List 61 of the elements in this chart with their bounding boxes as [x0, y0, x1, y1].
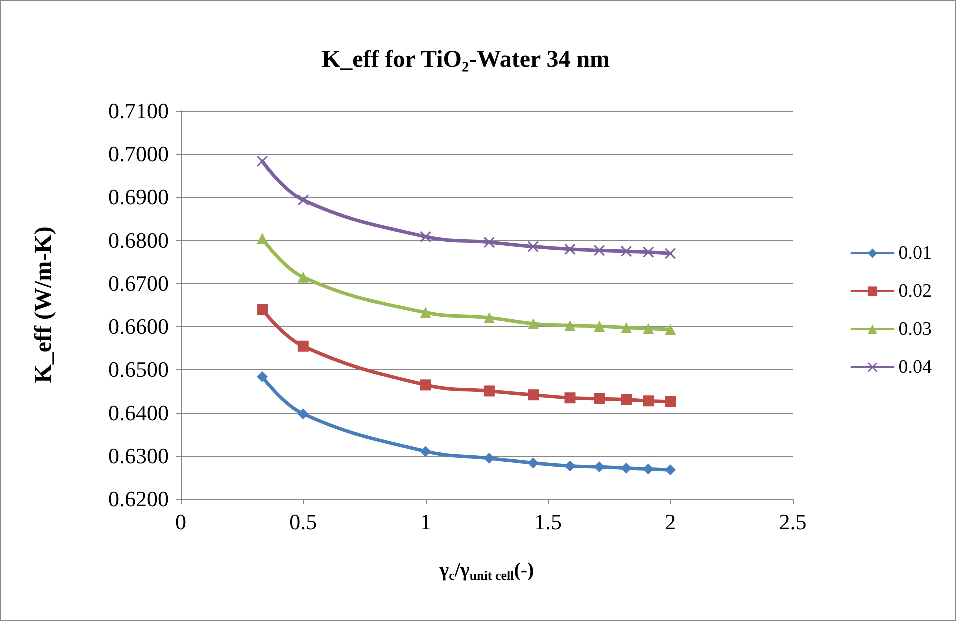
- point: [643, 246, 654, 258]
- legend-label: 0.03: [898, 319, 932, 340]
- point: [564, 320, 576, 332]
- point: [528, 241, 540, 252]
- y-tick-label: 0.7100: [108, 98, 169, 124]
- y-tick-label: 0.6200: [108, 486, 169, 512]
- y-axis-title: K_eff (W/m-K): [31, 226, 57, 384]
- point: [528, 390, 540, 401]
- point: [257, 304, 268, 316]
- point: [484, 236, 495, 248]
- point: [665, 324, 676, 336]
- point: [484, 312, 495, 324]
- y-tick-label: 0.6900: [108, 184, 169, 210]
- y-tick-label: 0.6400: [108, 400, 169, 426]
- point: [621, 462, 632, 474]
- x-tick-label: 2.5: [779, 510, 807, 534]
- point: [420, 231, 432, 242]
- point: [298, 194, 309, 206]
- point: [564, 244, 576, 255]
- point: [298, 272, 309, 283]
- point: [665, 464, 676, 476]
- y-tick-label: 0.7000: [108, 142, 169, 167]
- point: [594, 245, 606, 256]
- point: [564, 460, 576, 472]
- point: [665, 248, 676, 260]
- point: [643, 464, 654, 475]
- point: [564, 392, 576, 404]
- y-tick-label: 0.6500: [108, 357, 169, 382]
- point: [298, 340, 309, 352]
- x-tick-label: 0: [176, 510, 186, 534]
- point: [257, 156, 268, 167]
- x-tick-label: 1.5: [534, 510, 562, 534]
- point: [594, 393, 606, 404]
- point: [420, 307, 432, 318]
- point: [484, 386, 495, 397]
- point: [298, 408, 309, 420]
- x-tick-label: 2: [665, 510, 676, 534]
- point: [643, 396, 654, 407]
- point: [420, 380, 432, 391]
- point: [257, 371, 268, 382]
- point: [257, 233, 268, 244]
- x-tick-label: 0.5: [290, 510, 318, 534]
- point: [621, 246, 632, 258]
- point: [420, 446, 432, 458]
- point: [665, 396, 676, 408]
- point: [484, 452, 495, 464]
- y-tick-label: 0.6700: [108, 270, 169, 296]
- legend-label: 0.01: [898, 243, 932, 264]
- point: [528, 318, 540, 330]
- point: [621, 322, 632, 334]
- y-tick-label: 0.6600: [108, 314, 169, 340]
- point: [528, 458, 540, 469]
- y-tick-label: 0.6300: [108, 443, 169, 468]
- point: [643, 323, 654, 334]
- x-tick-label: 1: [420, 510, 432, 534]
- y-tick-label: 0.6800: [108, 228, 169, 253]
- point: [594, 321, 606, 332]
- legend-label: 0.02: [898, 281, 932, 302]
- legend-label: 0.04: [898, 357, 932, 378]
- chart-title: K_eff for TiO₂-Water 34 nm: [322, 47, 610, 73]
- point: [621, 394, 632, 406]
